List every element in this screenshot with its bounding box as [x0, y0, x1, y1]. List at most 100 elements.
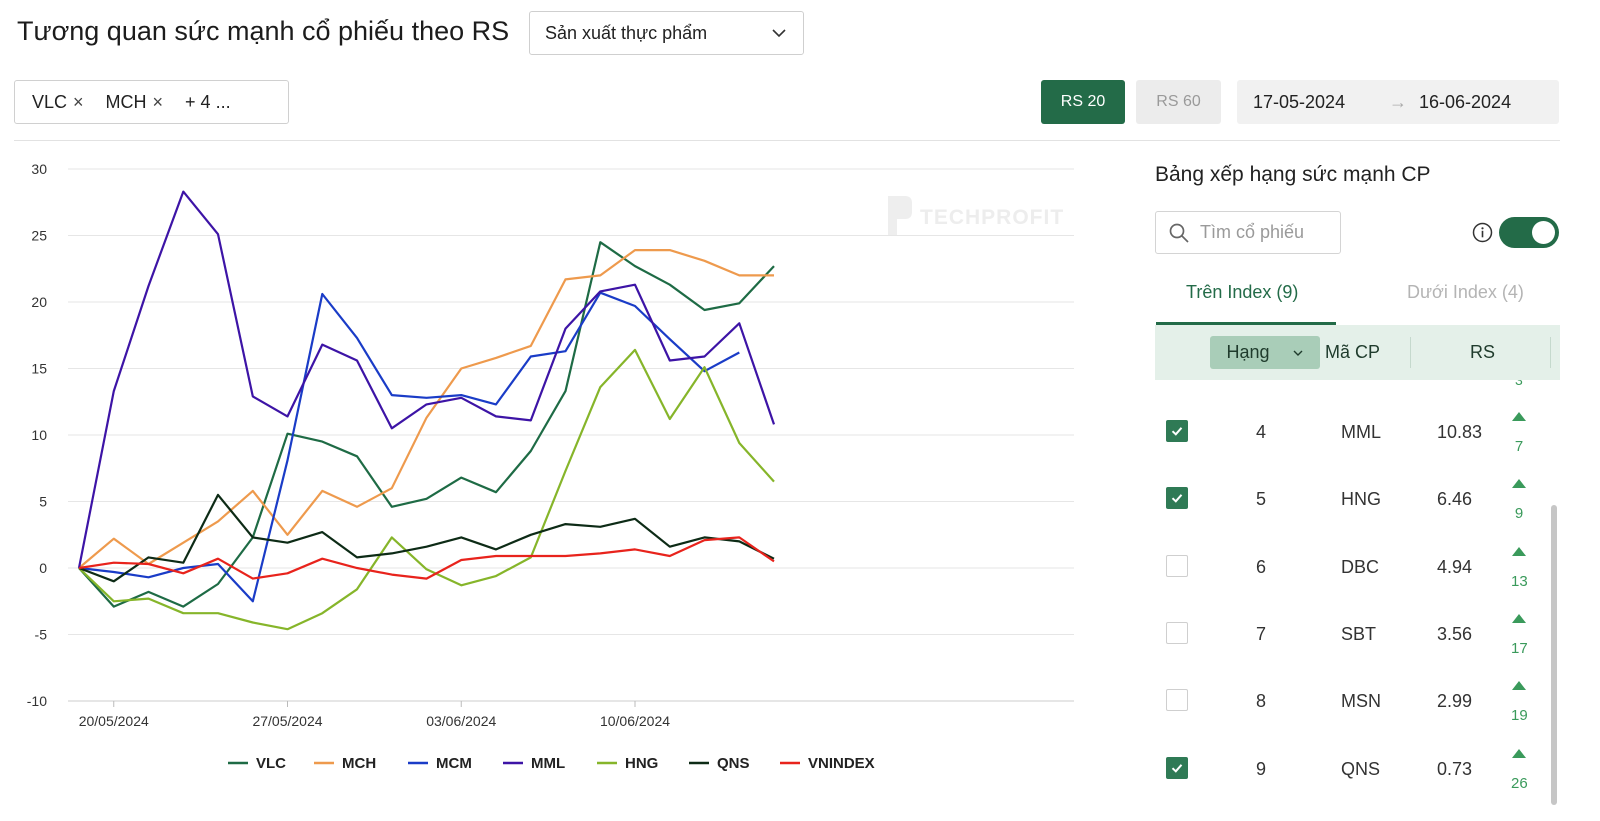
- code-cell[interactable]: SBT: [1341, 623, 1377, 644]
- ticker-chip-label: VLC: [32, 91, 68, 112]
- code-header[interactable]: Mã CP: [1325, 342, 1381, 362]
- tab-below-index[interactable]: Dưới Index (4): [1407, 282, 1524, 302]
- table-row[interactable]: 5 HNG 6.46 9: [1155, 465, 1560, 532]
- check-icon: [1171, 494, 1183, 504]
- rank-sort-button[interactable]: Hạng: [1210, 336, 1320, 369]
- search-input[interactable]: [1200, 222, 1330, 243]
- row-checkbox[interactable]: [1166, 756, 1188, 779]
- y-tick-label: 5: [39, 494, 47, 510]
- row-checkbox[interactable]: [1166, 487, 1188, 510]
- triangle-up-icon: [1512, 546, 1526, 556]
- series-line-qns[interactable]: [78, 493, 775, 583]
- panel-title: Bảng xếp hạng sức mạnh CP: [1155, 163, 1431, 186]
- rs20-button[interactable]: RS 20: [1041, 80, 1125, 124]
- series-line-mml[interactable]: [77, 190, 776, 569]
- ticker-filter[interactable]: VLC × MCH × + 4 ...: [14, 80, 289, 124]
- table-row[interactable]: 6 DBC 4.94 13: [1155, 533, 1560, 600]
- check-icon: [1171, 427, 1183, 436]
- code-cell[interactable]: DBC: [1341, 556, 1380, 577]
- y-tick-label: 15: [31, 361, 47, 377]
- rank-change-value: 7: [1514, 438, 1524, 455]
- index-toggle[interactable]: [1499, 217, 1559, 248]
- date-range-picker[interactable]: 17-05-2024 → 16-06-2024: [1237, 80, 1559, 124]
- ticker-chip-vlc: VLC ×: [32, 92, 84, 113]
- watermark-icon: [888, 196, 912, 236]
- watermark-logo: [888, 196, 912, 236]
- rank-cell: 6: [1255, 556, 1266, 577]
- rank-cell: 4: [1255, 422, 1266, 442]
- rank-change-value: 3: [1515, 380, 1523, 388]
- code-cell[interactable]: MML: [1341, 422, 1381, 442]
- legend-label-vnindex[interactable]: VNINDEX: [808, 755, 875, 772]
- page-title: Tương quan sức mạnh cổ phiếu theo RS: [17, 16, 510, 46]
- rs60-button[interactable]: RS 60: [1136, 80, 1221, 124]
- rank-change-value: 17: [1511, 639, 1528, 657]
- code-cell[interactable]: HNG: [1341, 489, 1381, 510]
- ticker-chip-label: MCH: [105, 91, 147, 112]
- table-row[interactable]: 8 MSN 2.99 19: [1155, 667, 1560, 734]
- row-checkbox[interactable]: [1166, 621, 1188, 644]
- legend-label-mml[interactable]: MML: [531, 755, 565, 772]
- toggle-knob: [1532, 221, 1555, 244]
- table-row[interactable]: 4 MML 10.83 7: [1155, 398, 1560, 465]
- y-tick-label: 20: [31, 294, 47, 310]
- index-tabs: Trên Index (9) Dưới Index (4): [1155, 262, 1560, 325]
- table-row[interactable]: 9 QNS 0.73 26: [1155, 735, 1560, 802]
- rank-change-value: 19: [1511, 707, 1528, 725]
- code-cell[interactable]: QNS: [1341, 758, 1381, 779]
- legend-label-vlc[interactable]: VLC: [256, 755, 286, 772]
- legend-label-hng[interactable]: HNG: [625, 755, 658, 772]
- triangle-up-icon: [1512, 479, 1526, 489]
- date-to[interactable]: 16-06-2024: [1419, 91, 1512, 112]
- x-tick-label: 03/06/2024: [426, 713, 496, 729]
- tab-above-index[interactable]: Trên Index (9): [1186, 282, 1299, 302]
- stock-search[interactable]: [1155, 211, 1341, 254]
- row-checkbox[interactable]: [1166, 689, 1188, 712]
- rank-cell: 8: [1255, 691, 1266, 712]
- legend-label-mcm[interactable]: MCM: [436, 755, 472, 772]
- series-line-mcm[interactable]: [78, 291, 740, 603]
- more-tickers-label[interactable]: + 4 ...: [185, 91, 231, 112]
- info-icon[interactable]: [1472, 222, 1493, 243]
- industry-select[interactable]: Sản xuất thực phẩm: [529, 11, 804, 55]
- rank-change-value: 13: [1511, 572, 1528, 590]
- y-tick-label: -10: [27, 693, 47, 709]
- x-tick-label: 20/05/2024: [79, 713, 149, 729]
- legend-label-qns[interactable]: QNS: [717, 755, 750, 772]
- series-line-vlc[interactable]: [78, 241, 775, 608]
- rs-header[interactable]: RS: [1470, 342, 1496, 362]
- arrow-right-icon: →: [1389, 91, 1407, 112]
- x-tick-label: 10/06/2024: [600, 713, 670, 729]
- ranking-table-body: 3 4 MML 10.83 7 5 HNG 6.46 9 6 DBC 4.94 13 7 SBT 3.56 1…: [1155, 380, 1560, 821]
- series-line-vnindex[interactable]: [78, 536, 775, 580]
- close-icon[interactable]: ×: [152, 91, 164, 112]
- rs-cell: 0.73: [1437, 758, 1473, 779]
- y-tick-label: 0: [39, 560, 47, 576]
- rank-cell: 7: [1255, 623, 1266, 644]
- row-checkbox[interactable]: [1166, 420, 1188, 442]
- legend-label-mch[interactable]: MCH: [342, 755, 376, 772]
- watermark-text: TECHPROFIT: [920, 206, 1064, 229]
- y-tick-label: -5: [35, 627, 48, 643]
- rs-cell: 2.99: [1437, 691, 1473, 712]
- tab-underline: [1156, 322, 1336, 325]
- code-cell[interactable]: MSN: [1341, 691, 1381, 712]
- rank-change-value: 9: [1514, 505, 1524, 523]
- chevron-down-icon: [1293, 350, 1303, 356]
- table-row[interactable]: 7 SBT 3.56 17: [1155, 600, 1560, 667]
- rs-cell: 6.46: [1437, 489, 1473, 510]
- table-scrollbar[interactable]: [1551, 505, 1557, 805]
- row-checkbox[interactable]: [1166, 554, 1188, 577]
- series-line-mch[interactable]: [78, 249, 774, 569]
- triangle-up-icon: [1512, 748, 1526, 758]
- chevron-down-icon: [772, 29, 786, 38]
- rs-line-chart: TECHPROFIT 30 25 20 15 10 5 0 -5 -10 20/05/2024 27/…: [27, 161, 1074, 772]
- y-tick-label: 10: [31, 427, 47, 443]
- header-separator: [1550, 337, 1551, 368]
- series-line-hng[interactable]: [78, 348, 775, 631]
- close-icon[interactable]: ×: [73, 91, 84, 112]
- rank-cell: 9: [1255, 758, 1266, 779]
- y-tick-label: 30: [31, 161, 47, 177]
- date-from[interactable]: 17-05-2024: [1253, 91, 1346, 112]
- rs-cell: 10.83: [1437, 422, 1483, 442]
